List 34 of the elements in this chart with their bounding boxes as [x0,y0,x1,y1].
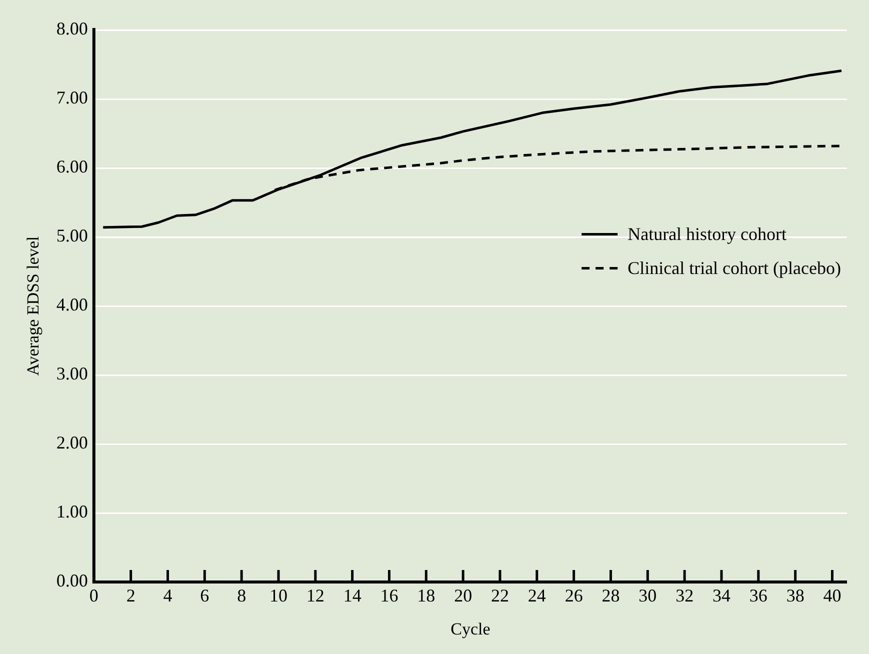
y-tick-label: 5.00 [56,226,88,246]
x-tick-label: 2 [126,586,136,606]
x-tick-label: 34 [712,586,730,606]
y-tick-label: 4.00 [56,294,88,315]
x-tick-label: 36 [749,586,768,606]
x-tick-label: 4 [163,586,172,606]
x-tick-label: 16 [380,586,398,606]
y-tick-label: 8.00 [56,18,88,39]
y-tick-label: 6.00 [56,156,88,177]
x-tick-label: 26 [564,586,583,606]
x-tick-label: 10 [269,586,288,606]
legend-label: Natural history cohort [628,224,787,244]
x-tick-label: 28 [602,586,620,606]
x-tick-label: 0 [89,586,98,606]
x-tick-label: 12 [306,586,324,606]
x-tick-label: 38 [786,586,804,606]
x-tick-label: 30 [638,586,657,606]
x-tick-label: 40 [823,586,842,606]
y-tick-label: 2.00 [56,432,88,453]
y-tick-label: 0.00 [56,570,88,591]
y-tick-label: 3.00 [56,364,88,384]
legend-label: Clinical trial cohort (placebo) [628,258,842,278]
x-tick-label: 24 [528,586,546,606]
x-tick-label: 6 [200,586,210,606]
y-tick-label: 7.00 [56,88,88,108]
x-tick-label: 8 [237,586,246,606]
y-tick-label: 1.00 [56,502,88,522]
x-tick-label: 18 [417,586,436,606]
x-tick-label: 22 [490,586,509,606]
x-tick-label: 32 [676,586,694,606]
x-tick-label: 20 [454,586,472,606]
x-axis-title: Cycle [450,619,490,638]
y-axis-title: Average EDSS level [24,236,43,376]
x-tick-label: 14 [343,586,362,606]
